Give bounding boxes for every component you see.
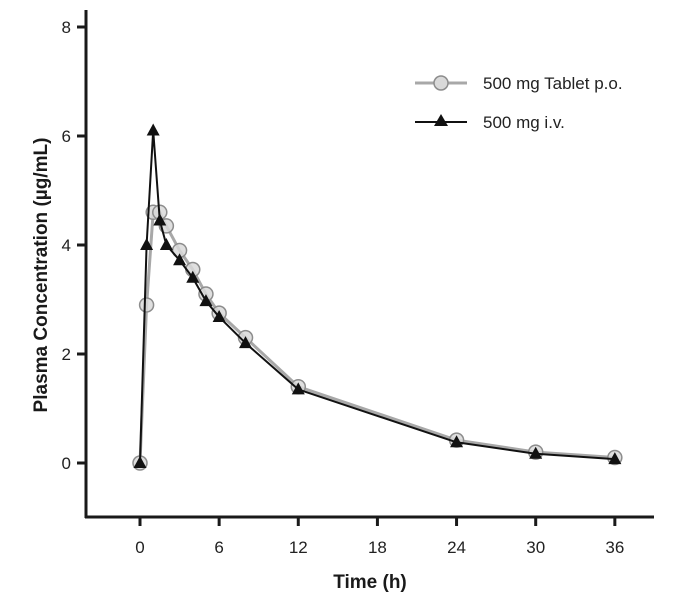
data-point-triangle bbox=[153, 213, 167, 226]
x-axis-title: Time (h) bbox=[333, 572, 407, 593]
y-tick-label: 8 bbox=[62, 18, 71, 37]
legend-item-tablet: 500 mg Tablet p.o. bbox=[415, 74, 623, 93]
series-line bbox=[138, 210, 615, 464]
data-point-triangle bbox=[173, 253, 187, 266]
x-tick-label: 36 bbox=[605, 538, 624, 557]
legend: 500 mg Tablet p.o. 500 mg i.v. bbox=[415, 74, 623, 132]
y-tick-label: 2 bbox=[62, 345, 71, 364]
data-point-triangle bbox=[146, 123, 160, 136]
data-point-triangle bbox=[291, 382, 305, 395]
legend-circle-marker-icon bbox=[433, 75, 449, 91]
x-tick-label: 6 bbox=[214, 538, 223, 557]
x-tick-label: 0 bbox=[135, 538, 144, 557]
x-tick-label: 12 bbox=[289, 538, 308, 557]
series-layer bbox=[132, 123, 623, 471]
x-tick-label: 18 bbox=[368, 538, 387, 557]
data-point-triangle bbox=[133, 456, 147, 468]
x-tick-label: 30 bbox=[526, 538, 545, 557]
data-point-triangle bbox=[212, 309, 226, 322]
y-ticks: 0 2 4 6 8 bbox=[62, 18, 86, 473]
y-tick-label: 4 bbox=[62, 236, 71, 255]
legend-label-iv: 500 mg i.v. bbox=[483, 113, 565, 132]
legend-triangle-marker-icon bbox=[434, 114, 448, 126]
data-point-triangle bbox=[159, 238, 173, 250]
data-point-triangle bbox=[529, 446, 543, 459]
y-tick-label: 0 bbox=[62, 454, 71, 473]
axes bbox=[84, 10, 654, 519]
data-point-triangle bbox=[140, 238, 154, 250]
legend-item-iv: 500 mg i.v. bbox=[415, 113, 565, 132]
data-point-circle bbox=[138, 297, 155, 313]
legend-label-tablet: 500 mg Tablet p.o. bbox=[483, 74, 623, 93]
series-tablet bbox=[132, 204, 623, 471]
series-line bbox=[139, 129, 615, 464]
data-point-triangle bbox=[186, 270, 200, 283]
data-point-triangle bbox=[199, 294, 213, 307]
x-ticks: 0 6 12 18 24 30 36 bbox=[135, 517, 624, 557]
x-tick-label: 24 bbox=[447, 538, 466, 557]
data-point-triangle bbox=[608, 452, 622, 465]
series-iv bbox=[133, 123, 622, 468]
y-axis-title: Plasma Concentration (µg/mL) bbox=[31, 138, 52, 413]
data-point-triangle bbox=[239, 336, 253, 349]
data-point-triangle bbox=[450, 435, 464, 448]
y-tick-label: 6 bbox=[62, 127, 71, 146]
